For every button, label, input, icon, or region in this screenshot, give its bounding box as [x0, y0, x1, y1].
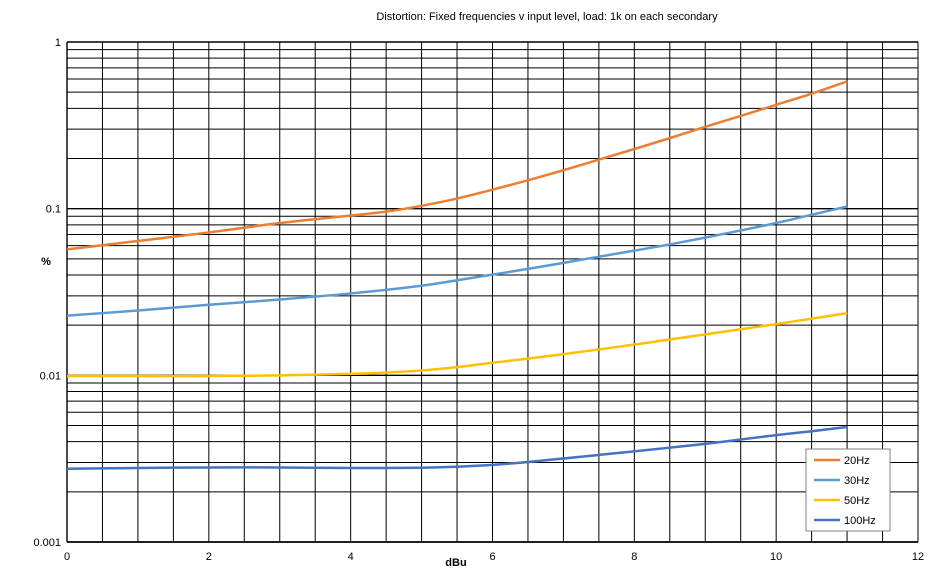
y-tick-label: 0.01: [40, 370, 61, 382]
x-tick-label: 10: [770, 551, 782, 563]
legend-label-30hz: 30Hz: [844, 475, 870, 487]
series-lines: [66, 80, 848, 471]
legend-box: [805, 448, 891, 532]
chart-title: Distortion: Fixed frequencies v input le…: [376, 11, 718, 23]
x-tick-label: 12: [912, 551, 924, 563]
legend-label-100hz: 100Hz: [844, 515, 876, 527]
y-tick-label: 0.1: [46, 204, 61, 216]
legend-label-50hz: 50Hz: [844, 495, 870, 507]
series-line-50hz: [67, 311, 848, 378]
y-tick-label: 1: [55, 37, 61, 49]
legend-label-20hz: 20Hz: [844, 455, 870, 467]
legend: 20Hz 30Hz 50Hz 100Hz: [805, 448, 891, 532]
series-line-100hz: [66, 425, 848, 471]
series-line-30hz: [66, 205, 848, 317]
x-tick-label: 4: [348, 551, 354, 563]
x-axis-label: dBu: [445, 557, 466, 569]
series-line-20hz: [66, 80, 848, 251]
y-tick-label: 0.001: [33, 537, 61, 549]
y-axis-label: %: [41, 256, 51, 268]
x-tick-label: 2: [206, 551, 212, 563]
x-tick-label: 0: [64, 551, 70, 563]
x-tick-label: 8: [631, 551, 637, 563]
x-tick-label: 6: [489, 551, 495, 563]
axes: 0 2 4 6 8 10 12 0.001 0.01 0.1 1: [33, 37, 924, 563]
